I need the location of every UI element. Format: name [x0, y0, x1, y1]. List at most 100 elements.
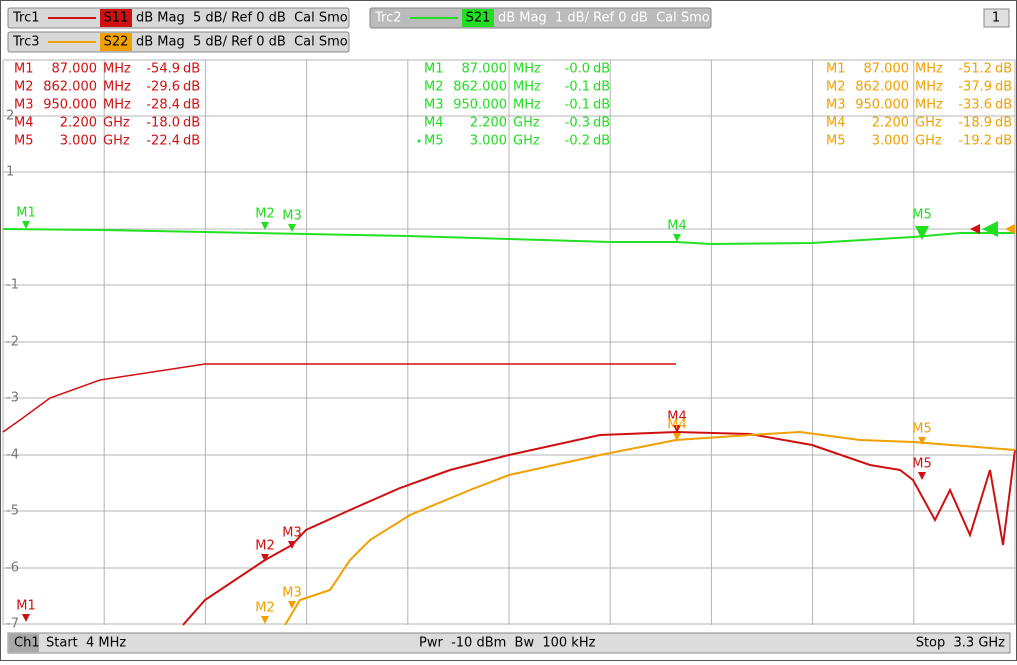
grid-label: -7	[6, 617, 19, 632]
active-dot	[417, 139, 421, 143]
marker-unit: MHz	[915, 80, 943, 95]
marker-value: -22.4	[146, 134, 180, 149]
marker-db: dB	[995, 134, 1012, 149]
marker-db: dB	[593, 134, 610, 149]
marker-freq: 862.000	[453, 80, 507, 95]
marker-db: dB	[593, 98, 610, 113]
marker-unit: GHz	[915, 116, 942, 131]
marker-unit: MHz	[915, 62, 943, 77]
marker-name: M3	[424, 98, 444, 113]
marker-unit: MHz	[915, 98, 943, 113]
marker-label: M1	[16, 599, 36, 614]
marker-name: M3	[14, 98, 34, 113]
marker-name: M1	[826, 62, 846, 77]
trace-settings: dB Mag 5 dB/ Ref 0 dB Cal Smo	[136, 11, 348, 26]
marker-label: M4	[667, 410, 687, 425]
status-bar	[7, 632, 1011, 654]
marker-unit: GHz	[103, 134, 130, 149]
marker-value: -0.1	[565, 80, 590, 95]
marker-value: -33.6	[958, 98, 992, 113]
marker-triangle	[288, 541, 296, 549]
marker-label: M2	[255, 539, 275, 554]
marker-value: -0.1	[565, 98, 590, 113]
channel-box	[9, 634, 39, 652]
marker-value: -54.9	[146, 62, 180, 77]
grid-label: -5	[6, 504, 19, 519]
offscreen-arrow	[1005, 224, 1015, 234]
window-box	[983, 8, 1010, 28]
marker-label: M2	[255, 207, 275, 222]
marker-name: M2	[826, 80, 846, 95]
marker-freq: 2.200	[60, 116, 97, 131]
marker-freq: 3.000	[872, 134, 909, 149]
marker-freq: 950.000	[43, 98, 97, 113]
marker-unit: GHz	[513, 116, 540, 131]
marker-db: dB	[183, 80, 200, 95]
grid-label: 1	[6, 165, 14, 180]
marker-freq: 3.000	[470, 134, 507, 149]
marker-label: M3	[282, 209, 302, 224]
window-number: 1	[992, 11, 1000, 26]
marker-unit: MHz	[513, 62, 541, 77]
trace-box	[7, 31, 350, 53]
marker-label: M1	[16, 206, 36, 221]
offscreen-arrow	[970, 224, 980, 234]
marker-label: M3	[282, 526, 302, 541]
marker-db: dB	[995, 116, 1012, 131]
marker-value: -51.2	[958, 62, 992, 77]
marker-unit: GHz	[915, 134, 942, 149]
marker-name: M5	[826, 134, 846, 149]
grid-label: -6	[6, 561, 19, 576]
trace-s22	[284, 430, 1016, 626]
power-bandwidth: Pwr -10 dBm Bw 100 kHz	[419, 636, 596, 651]
marker-name: M2	[424, 80, 444, 95]
trace-name: Trc1	[12, 11, 40, 26]
marker-triangle	[288, 601, 296, 609]
marker-freq: 2.200	[470, 116, 507, 131]
marker-triangle	[673, 234, 681, 242]
marker-name: M4	[14, 116, 34, 131]
trace-name: Trc2	[374, 11, 402, 26]
offscreen-arrow	[982, 221, 998, 237]
marker-freq: 2.200	[872, 116, 909, 131]
marker-value: -18.9	[958, 116, 992, 131]
marker-freq: 87.000	[864, 62, 910, 77]
marker-name: M5	[424, 134, 444, 149]
marker-value: -28.4	[146, 98, 180, 113]
trace-settings: dB Mag 1 dB/ Ref 0 dB Cal Smo	[498, 11, 710, 26]
trace-box	[7, 7, 350, 29]
marker-triangle	[22, 614, 30, 622]
plot-markers: M1 M2 M3 M4 M5 M2 M3 M4 M5 M1 M2 M3 M4 M5	[16, 206, 1015, 624]
trace-s21	[2, 228, 1015, 246]
marker-unit: MHz	[513, 80, 541, 95]
marker-db: dB	[183, 98, 200, 113]
marker-value: -29.6	[146, 80, 180, 95]
marker-label: M5	[912, 422, 932, 437]
grid-label: -2	[6, 335, 19, 350]
marker-triangle	[261, 222, 269, 230]
marker-db: dB	[593, 80, 610, 95]
marker-triangle	[261, 616, 269, 624]
marker-db: dB	[995, 62, 1012, 77]
marker-triangle	[22, 221, 30, 229]
marker-triangle	[673, 425, 681, 433]
trace-param: S22	[104, 35, 129, 50]
traces	[2, 228, 1016, 626]
marker-triangle	[261, 554, 269, 562]
marker-value: -0.0	[565, 62, 590, 77]
channel: Ch1	[14, 636, 40, 651]
marker-name: M1	[14, 62, 34, 77]
param-box	[462, 9, 494, 27]
marker-freq: 87.000	[462, 62, 508, 77]
trace-header: Trc1 S11 dB Mag 5 dB/ Ref 0 dB Cal Smo Trc2…	[7, 7, 712, 53]
marker-name: M3	[826, 98, 846, 113]
marker-triangle	[288, 224, 296, 232]
marker-freq: 950.000	[855, 98, 909, 113]
marker-name: M2	[14, 80, 34, 95]
marker-unit: GHz	[103, 116, 130, 131]
stop: Stop 3.3 GHz	[916, 636, 1005, 651]
marker-unit: MHz	[103, 62, 131, 77]
marker-name: M4	[826, 116, 846, 131]
